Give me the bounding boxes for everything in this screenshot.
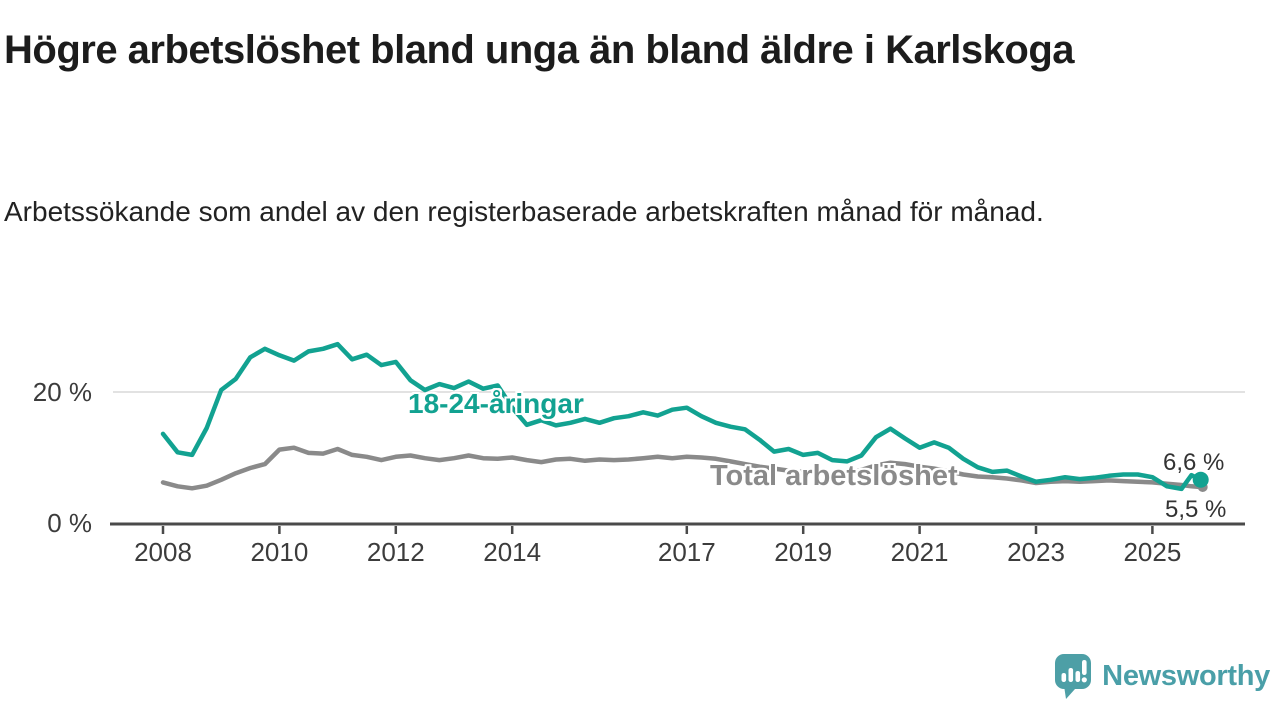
x-tick-label: 2008: [134, 537, 192, 567]
chart-area: 2008 2010 2012 2014 2017 2019 2021 2023 2025 0 % 2…: [0, 300, 1280, 600]
x-tick-label: 2010: [250, 537, 308, 567]
x-tick-label: 2019: [774, 537, 832, 567]
x-tick-label: 2017: [658, 537, 716, 567]
series-label-youth: 18-24-åringar: [408, 388, 584, 419]
end-value-total: 5,5 %: [1165, 496, 1227, 523]
end-value-youth: 6,6 %: [1163, 449, 1225, 476]
line-chart: 2008 2010 2012 2014 2017 2019 2021 2023 2025 0 % 2…: [33, 341, 1245, 567]
newsworthy-icon: [1053, 652, 1093, 700]
page-title: Högre arbetslöshet bland unga än bland ä…: [4, 28, 1075, 72]
x-tick-label: 2021: [891, 537, 949, 567]
x-tick-label: 2025: [1123, 537, 1181, 567]
series-label-total: Total arbetslöshet: [710, 460, 958, 492]
x-tick-label: 2014: [483, 537, 541, 567]
y-tick-label: 20 %: [33, 377, 92, 407]
y-tick-label: 0 %: [47, 508, 92, 538]
x-tick-label: 2023: [1007, 537, 1065, 567]
x-tick-label: 2012: [367, 537, 425, 567]
newsworthy-wordmark: Newsworthy: [1102, 659, 1270, 692]
end-dot-youth: [1192, 471, 1209, 488]
chart-subtitle: Arbetssökande som andel av den registerb…: [4, 196, 1044, 227]
newsworthy-logo: Newsworthy: [1053, 650, 1270, 702]
series-line-18-24-åringar: [160, 341, 1203, 492]
